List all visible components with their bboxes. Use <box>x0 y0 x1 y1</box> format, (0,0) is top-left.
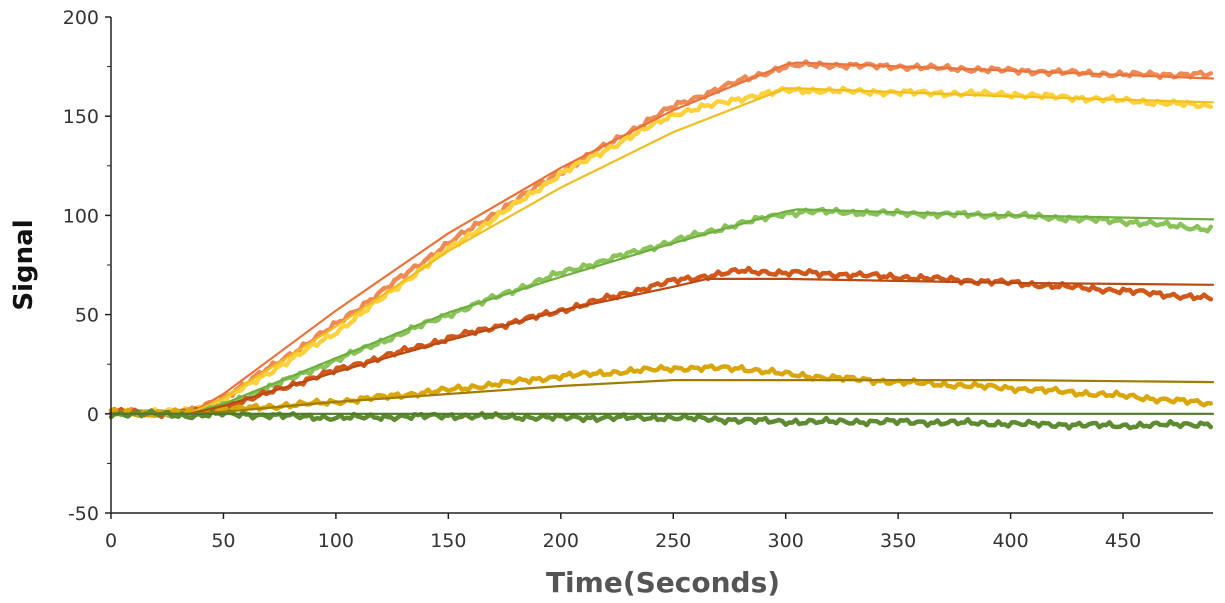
fit-trace-7 <box>109 277 1215 415</box>
x-ticks: 0 50 100 150 200 250 300 350 400 450 <box>105 513 1141 552</box>
axes: -50 0 50 100 150 200 0 50 100 150 200 250 300 350 400… <box>63 7 1213 552</box>
x-tick-label: 250 <box>655 530 691 552</box>
y-ticks: -50 0 50 100 150 200 <box>63 7 111 525</box>
x-tick-label: 350 <box>880 530 916 552</box>
measured-trace-6 <box>108 265 1214 420</box>
fit-trace-1 <box>109 61 1215 415</box>
x-tick-label: 400 <box>992 530 1028 552</box>
y-tick-label: 200 <box>63 7 99 29</box>
y-tick-label: -50 <box>68 503 99 525</box>
plot-lines <box>108 59 1215 431</box>
measured-trace-0 <box>108 59 1214 418</box>
x-axis-title: Time(Seconds) <box>546 566 780 599</box>
x-tick-label: 100 <box>318 530 354 552</box>
y-tick-label: 50 <box>75 305 99 327</box>
x-tick-label: 50 <box>211 530 235 552</box>
y-tick-label: 150 <box>63 106 99 128</box>
y-tick-label: 0 <box>87 404 99 426</box>
y-tick-label: 100 <box>63 205 99 227</box>
x-tick-label: 450 <box>1105 530 1141 552</box>
x-tick-label: 300 <box>768 530 804 552</box>
x-tick-label: 0 <box>105 530 117 552</box>
fit-trace-3 <box>109 87 1215 415</box>
fit-trace-9 <box>109 379 1215 415</box>
x-tick-label: 200 <box>543 530 579 552</box>
measured-trace-4 <box>108 206 1214 419</box>
x-tick-label: 150 <box>430 530 466 552</box>
y-axis-title: Signal <box>9 219 39 310</box>
fit-trace-5 <box>109 208 1215 415</box>
